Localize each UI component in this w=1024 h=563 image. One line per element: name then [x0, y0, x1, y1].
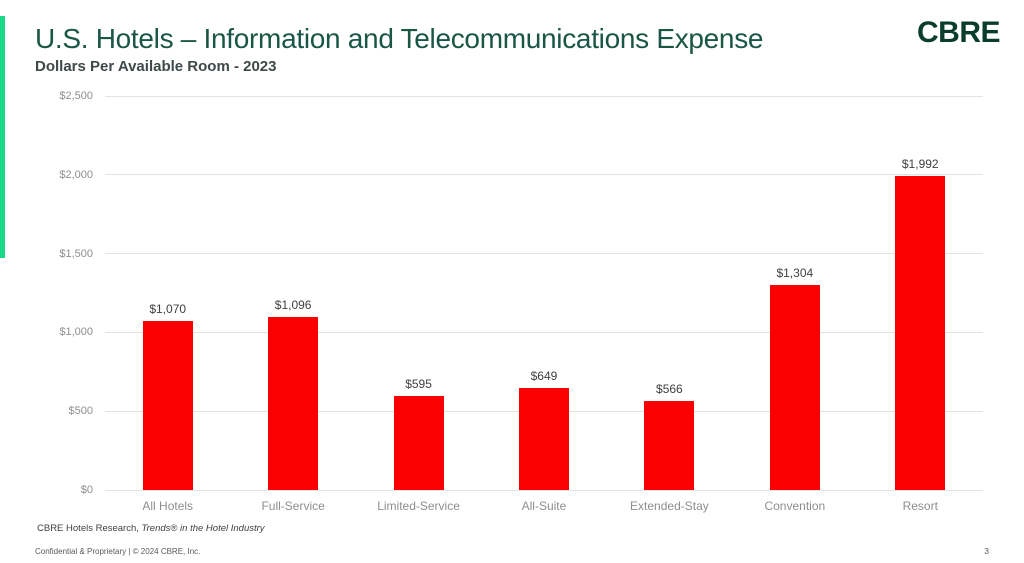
x-tick-label: Limited-Service: [377, 499, 460, 513]
y-tick-label: $2,500: [59, 90, 93, 102]
x-tick-label: All-Suite: [521, 499, 567, 513]
page-title: U.S. Hotels – Information and Telecommun…: [35, 23, 764, 54]
bar-slot: $649: [481, 96, 606, 490]
plot-area: $1,070 $1,096 $595 $649 $566 $1,304 $1,992: [105, 95, 983, 491]
gridline: [105, 331, 983, 333]
bar: [142, 321, 193, 490]
bar: [518, 387, 569, 490]
gridline: [105, 489, 983, 491]
x-tick-label: All Hotels: [142, 499, 194, 513]
y-tick-label: $1,500: [59, 247, 93, 260]
y-tick-label: $1,000: [59, 326, 93, 339]
confidential-note: Confidential & Proprietary | © 2024 CBRE…: [35, 547, 201, 556]
y-axis-labels: $0 $500 $1,000 $1,500 $2,000 $2,500: [0, 90, 93, 496]
gridline: [105, 174, 983, 176]
bars: $1,070 $1,096 $595 $649 $566 $1,304 $1,992: [105, 96, 983, 490]
y-tick-label: $500: [68, 405, 93, 418]
bar: [393, 396, 444, 490]
bar-slot: $1,070: [105, 96, 230, 490]
page-number: 3: [984, 546, 989, 556]
source-note: CBRE Hotels Research, Trends® in the Hot…: [37, 523, 265, 534]
x-tick-label: Extended-Stay: [630, 499, 709, 513]
bar: [895, 176, 946, 490]
cbre-logo: CBRE: [916, 16, 1001, 49]
x-tick-label: Full-Service: [261, 499, 325, 513]
bar-value-label: $566: [656, 381, 683, 396]
bar-slot: $566: [607, 96, 732, 490]
bar-value-label: $1,096: [274, 298, 312, 313]
bar-slot: $1,992: [858, 96, 983, 490]
gridline: [105, 95, 983, 97]
bar-value-label: $1,304: [776, 265, 814, 280]
bar-slot: $1,304: [732, 96, 857, 490]
bar: [268, 317, 319, 490]
category-labels: All Hotels Full-Service Limited-Service All…: [105, 499, 983, 513]
bar-value-label: $649: [530, 368, 558, 383]
source-note-normal: CBRE Hotels Research,: [37, 523, 142, 534]
accent-bar: [0, 16, 5, 258]
bar-value-label: $1,070: [149, 302, 187, 317]
bar-slot: $595: [356, 96, 481, 490]
bar: [644, 400, 695, 490]
bar: [769, 284, 820, 490]
x-tick-label: Convention: [764, 499, 826, 513]
source-note-italic: Trends® in the Hotel Industry: [141, 523, 265, 534]
page-subtitle: Dollars Per Available Room - 2023: [35, 58, 277, 75]
bar-slot: $1,096: [230, 96, 355, 490]
y-tick-label: $0: [80, 484, 93, 496]
bar-value-label: $595: [405, 377, 432, 392]
x-tick-label: Resort: [902, 499, 938, 513]
y-tick-label: $2,000: [59, 168, 93, 181]
bar-value-label: $1,992: [901, 157, 939, 172]
gridline: [105, 253, 983, 255]
